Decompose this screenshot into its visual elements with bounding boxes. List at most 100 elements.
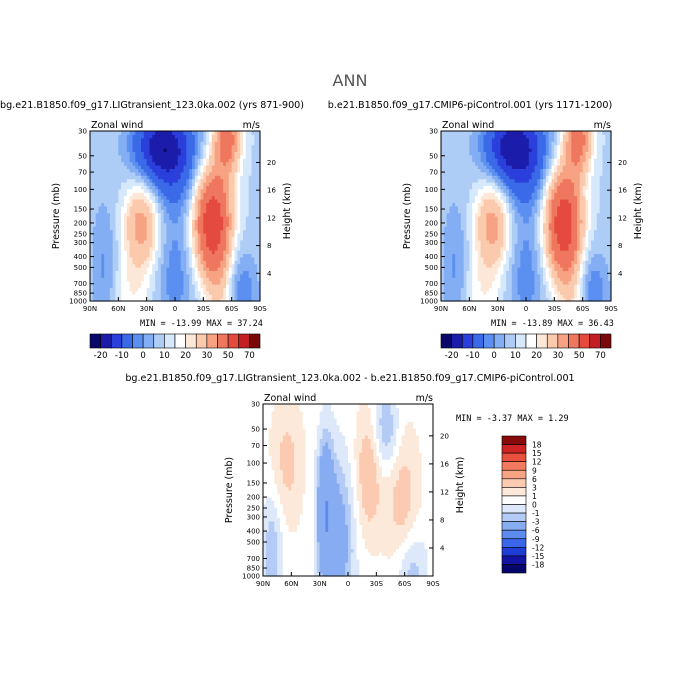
field-cell — [503, 226, 507, 231]
field-cell — [158, 165, 162, 169]
field-cell — [472, 182, 476, 186]
field-cell — [494, 165, 499, 169]
field-cell — [112, 280, 117, 285]
field-cell — [243, 171, 247, 176]
field-cell — [90, 284, 94, 288]
field-cell — [217, 134, 221, 139]
field-cell — [203, 280, 207, 285]
field-cell — [441, 243, 445, 248]
field-cell — [509, 182, 513, 186]
field-cell — [155, 199, 159, 203]
field-cell — [472, 280, 476, 285]
field-cell — [211, 199, 216, 203]
field-cell — [118, 175, 122, 180]
field-cell — [455, 131, 459, 135]
field-cell — [101, 222, 105, 227]
field-cell — [480, 168, 485, 173]
field-cell — [528, 185, 533, 190]
field-cell — [186, 165, 190, 169]
field-cell — [175, 226, 179, 231]
field-cell — [548, 287, 553, 292]
field-cell — [537, 239, 541, 244]
field-cell — [172, 209, 176, 214]
field-cell — [452, 290, 456, 295]
field-cell — [231, 250, 236, 254]
field-cell — [172, 212, 176, 217]
field-cell — [146, 199, 151, 203]
field-cell — [158, 280, 162, 285]
field-cell — [475, 212, 479, 217]
field-cell — [172, 270, 176, 275]
field-cell — [248, 250, 253, 254]
field-cell — [183, 222, 187, 227]
field-cell — [104, 243, 108, 248]
field-cell — [211, 243, 216, 248]
field-cell — [231, 219, 236, 224]
field-cell — [112, 246, 117, 251]
field-cell — [251, 260, 255, 265]
field-cell — [540, 284, 544, 288]
field-cell — [446, 195, 451, 200]
field-cell — [446, 192, 451, 197]
field-cell — [183, 297, 187, 302]
field-cell — [109, 273, 114, 278]
field-cell — [463, 188, 468, 193]
field-cell — [152, 144, 156, 149]
field-cell — [460, 250, 465, 254]
field-cell — [494, 137, 499, 142]
field-cell — [248, 175, 253, 180]
field-cell — [486, 250, 490, 254]
field-cell — [132, 216, 136, 220]
field-cell — [158, 253, 162, 258]
field-cell — [497, 290, 502, 295]
field-cell — [460, 134, 465, 139]
field-cell — [118, 168, 122, 173]
field-cell — [254, 236, 258, 241]
field-cell — [531, 263, 536, 268]
field-cell — [129, 233, 134, 237]
field-cell — [540, 182, 544, 186]
field-cell — [523, 188, 527, 193]
field-cell — [477, 188, 482, 193]
field-cell — [107, 233, 111, 237]
field-cell — [203, 216, 207, 220]
field-cell — [101, 134, 105, 139]
field-cell — [149, 297, 153, 302]
field-cell — [237, 246, 241, 251]
field-cell — [526, 297, 530, 302]
field-cell — [189, 243, 193, 248]
field-cell — [177, 182, 182, 186]
field-cell — [540, 226, 544, 231]
field-cell — [245, 280, 250, 285]
field-cell — [155, 273, 159, 278]
field-cell — [126, 229, 131, 234]
field-cell — [126, 144, 131, 149]
field-cell — [220, 205, 224, 210]
field-cell — [186, 297, 190, 302]
field-cell — [517, 297, 521, 302]
field-cell — [545, 256, 550, 261]
field-cell — [486, 290, 490, 295]
field-cell — [446, 280, 451, 285]
field-cell — [243, 246, 247, 251]
field-cell — [466, 158, 470, 163]
field-cell — [514, 151, 519, 156]
field-cell — [220, 165, 224, 169]
field-cell — [509, 287, 513, 292]
field-cell — [138, 154, 142, 159]
field-cell — [503, 277, 507, 282]
field-cell — [220, 294, 224, 299]
field-cell — [211, 148, 216, 152]
field-cell — [477, 263, 482, 268]
field-cell — [180, 243, 185, 248]
field-cell — [472, 158, 476, 163]
field-cell — [135, 161, 139, 166]
field-cell — [172, 182, 176, 186]
field-cell — [500, 134, 504, 139]
field-cell — [192, 219, 196, 224]
field-cell — [514, 263, 519, 268]
field-cell — [449, 154, 453, 159]
field-cell — [149, 222, 153, 227]
field-cell — [543, 151, 547, 156]
field-cell — [520, 256, 524, 261]
